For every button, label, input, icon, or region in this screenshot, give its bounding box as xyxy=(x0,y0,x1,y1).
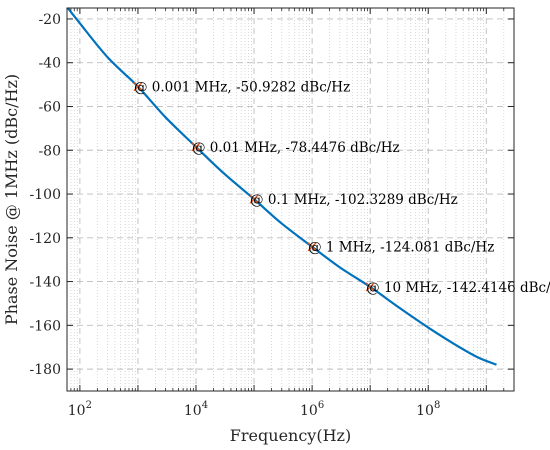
plot-frame xyxy=(66,7,515,392)
plot-area xyxy=(67,8,514,391)
x-tick-labels: 102 104 106 108 xyxy=(68,400,441,419)
annotation-label: @ 10 MHz, -142.4146 dBc/Hz xyxy=(366,280,550,296)
annotation-label: @ 1 MHz, -124.081 dBc/Hz xyxy=(308,240,494,256)
annotation-marker xyxy=(133,82,143,92)
tick-marks xyxy=(66,8,515,391)
y-tick-label: -160 xyxy=(30,318,61,334)
minor-grid xyxy=(66,8,515,391)
y-tick-label: -120 xyxy=(30,231,61,247)
series-line xyxy=(67,8,497,366)
x-tick-label: 102 xyxy=(68,400,92,419)
marker-stroke xyxy=(365,282,375,292)
y-tick-label: -60 xyxy=(38,99,61,115)
y-tick-label: -20 xyxy=(38,12,61,28)
annotation-label: @ 0.001 MHz, -50.9282 dBc/Hz xyxy=(134,80,350,96)
y-tick-label: -40 xyxy=(38,56,61,72)
annotation-marker xyxy=(249,194,259,204)
annotation-label: @ 0.1 MHz, -102.3289 dBc/Hz xyxy=(250,192,458,208)
annotation-layer: @ 0.001 MHz, -50.9282 dBc/Hz @ 0.01 MHz, … xyxy=(134,80,550,296)
marker-stroke xyxy=(191,142,201,152)
annotation-marker xyxy=(365,282,375,292)
y-tick-label: -80 xyxy=(38,143,61,159)
x-tick-label: 108 xyxy=(416,400,440,419)
marker-layer xyxy=(133,82,375,292)
annotation-marker xyxy=(307,242,317,252)
marker-stroke xyxy=(249,194,259,204)
series-layer xyxy=(67,8,497,366)
x-tick-label: 106 xyxy=(300,400,324,419)
annotation-marker xyxy=(191,142,201,152)
x-axis-label: Frequency(Hz) xyxy=(230,426,351,445)
x-tick-label: 104 xyxy=(184,400,208,419)
y-tick-labels: -20 -40 -60 -80 -100 -120 -140 -160 -180 xyxy=(30,12,61,378)
y-axis-label: Phase Noise @ 1MHz (dBc/Hz) xyxy=(2,74,21,325)
y-tick-label: -180 xyxy=(30,362,61,378)
marker-stroke xyxy=(133,82,143,92)
y-tick-label: -100 xyxy=(30,187,61,203)
marker-stroke xyxy=(307,242,317,252)
annotation-label: @ 0.01 MHz, -78.4476 dBc/Hz xyxy=(192,140,400,156)
y-tick-label: -140 xyxy=(30,275,61,291)
